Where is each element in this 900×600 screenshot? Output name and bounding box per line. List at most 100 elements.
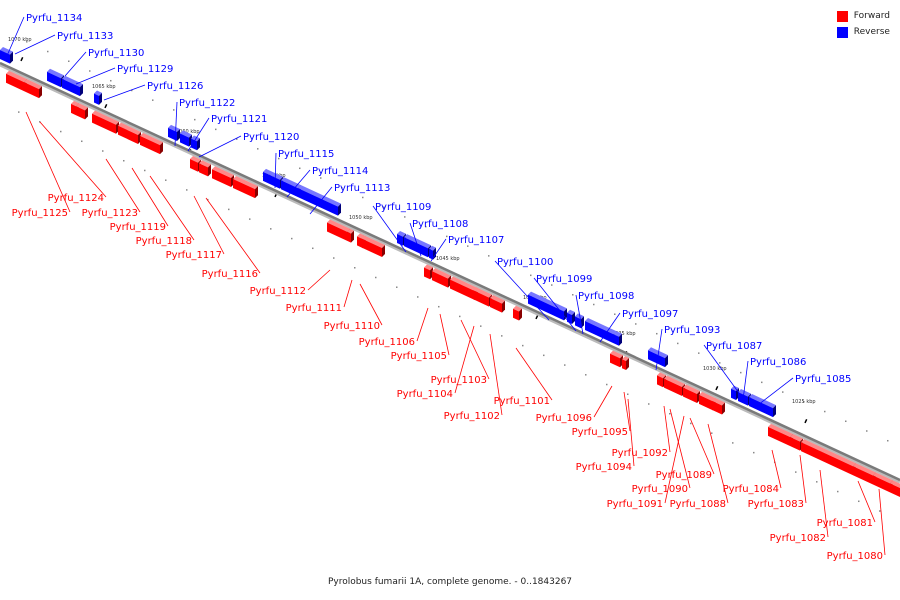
gene-label-text: Pyrfu_1088 — [670, 499, 726, 510]
gene-label: Pyrfu_1120 — [198, 132, 299, 158]
gene-block — [0, 47, 13, 64]
gene-label: Pyrfu_1090 — [632, 408, 691, 495]
minor-tick — [887, 439, 889, 442]
forward-swatch — [836, 10, 848, 22]
gene-label-text: Pyrfu_1093 — [664, 325, 720, 336]
gene-label: Pyrfu_1104 — [397, 325, 475, 400]
minor-tick — [270, 228, 272, 230]
gene-block — [233, 175, 258, 199]
gene-label: Pyrfu_1087 — [703, 341, 762, 394]
minor-tick — [152, 99, 154, 101]
gene-label-text: Pyrfu_1108 — [412, 219, 468, 230]
minor-tick — [131, 89, 133, 92]
minor-tick — [236, 138, 238, 140]
minor-tick — [530, 274, 532, 277]
scale-tick-label: 1025 kbp — [792, 399, 816, 405]
gene-label: Pyrfu_1124 — [39, 121, 107, 204]
gene-label: Pyrfu_1114 — [286, 166, 368, 198]
legend-forward-label: Forward — [853, 11, 890, 21]
gene-block — [76, 103, 88, 120]
scale-tick — [715, 386, 719, 391]
gene-label: Pyrfu_1098 — [575, 291, 634, 335]
gene-block — [585, 318, 622, 346]
gene-label: Pyrfu_1096 — [536, 385, 613, 424]
scale-tick-label: 1050 kbp — [349, 215, 373, 221]
gene-label: Pyrfu_1105 — [391, 313, 450, 362]
gene-label-text: Pyrfu_1087 — [706, 341, 762, 352]
gene-label-text: Pyrfu_1095 — [572, 427, 628, 438]
scale-tick-label: 1030 kbp — [703, 366, 727, 372]
minor-tick — [228, 208, 230, 211]
minor-tick — [837, 490, 839, 493]
backbone-shadow — [0, 63, 900, 484]
gene-label: Pyrfu_1080 — [827, 488, 886, 562]
minor-tick — [425, 225, 427, 228]
gene-label-text: Pyrfu_1092 — [612, 448, 668, 459]
minor-tick — [417, 296, 419, 298]
gene-label-text: Pyrfu_1091 — [607, 499, 663, 510]
minor-tick — [354, 267, 356, 269]
gene-block — [424, 264, 433, 280]
gene-block — [528, 291, 567, 321]
gene-label: Pyrfu_1125 — [12, 111, 71, 219]
minor-tick — [572, 294, 574, 296]
gene-label: Pyrfu_1089 — [656, 417, 715, 481]
minor-tick — [761, 381, 763, 384]
minor-tick — [711, 432, 713, 434]
minor-tick — [375, 276, 377, 279]
gene-block — [94, 90, 102, 105]
minor-tick — [858, 500, 860, 503]
minor-tick — [740, 371, 742, 374]
gene-label: Pyrfu_1085 — [753, 374, 851, 409]
minor-tick — [89, 70, 91, 72]
gene-block — [648, 347, 668, 368]
gene-block — [62, 75, 83, 97]
gene-label-text: Pyrfu_1117 — [166, 250, 222, 261]
minor-tick — [669, 412, 671, 415]
minor-tick — [404, 216, 406, 218]
gene-label-text: Pyrfu_1126 — [147, 81, 203, 92]
minor-tick — [144, 169, 146, 172]
genome-backbone — [0, 61, 900, 484]
gene-label: Pyrfu_1106 — [359, 307, 429, 348]
gene-block — [490, 295, 505, 313]
minor-tick — [333, 257, 335, 259]
gene-label: Pyrfu_1088 — [670, 423, 729, 510]
minor-tick — [656, 332, 658, 335]
gene-label-text: Pyrfu_1134 — [26, 13, 82, 24]
gene-label-text: Pyrfu_1094 — [576, 462, 632, 473]
minor-tick — [614, 313, 616, 315]
gene-label-text: Pyrfu_1083 — [748, 499, 804, 510]
gene-label-text: Pyrfu_1101 — [494, 396, 550, 407]
scale-tick-label: 1035 kbp — [612, 331, 636, 337]
gene-label: Pyrfu_1092 — [612, 405, 671, 459]
gene-block — [513, 305, 522, 321]
scale-tick-label: 1070 kbp — [8, 37, 32, 43]
label-layer: Pyrfu_1134 Pyrfu_1133 Pyrfu_1130 Pyrfu_1129… — [5, 13, 886, 562]
gene-block — [199, 160, 211, 177]
gene-label: Pyrfu_1123 — [82, 158, 141, 219]
gene-label-text: Pyrfu_1080 — [827, 551, 883, 562]
gene-block — [191, 135, 200, 151]
gene-label: Pyrfu_1091 — [607, 415, 685, 510]
gene-label-text: Pyrfu_1119 — [110, 222, 166, 233]
gene-label-text: Pyrfu_1086 — [750, 357, 806, 368]
minor-tick — [564, 364, 566, 366]
gene-label-text: Pyrfu_1123 — [82, 208, 138, 219]
gene-block — [712, 397, 725, 415]
gene-label-text: Pyrfu_1113 — [334, 183, 390, 194]
minor-tick — [551, 284, 553, 286]
minor-tick — [438, 305, 440, 308]
gene-block — [622, 356, 629, 371]
gene-label: Pyrfu_1082 — [770, 469, 829, 544]
minor-tick — [648, 403, 650, 405]
gene-label: Pyrfu_1099 — [533, 274, 592, 332]
gene-block — [168, 124, 180, 142]
gene-label-text: Pyrfu_1111 — [286, 303, 342, 314]
minor-tick — [341, 186, 343, 189]
gene-label: Pyrfu_1119 — [110, 167, 169, 233]
gene-label: Pyrfu_1111 — [286, 279, 353, 314]
gene-label-text: Pyrfu_1121 — [211, 114, 267, 125]
gene-label-text: Pyrfu_1130 — [88, 48, 144, 59]
